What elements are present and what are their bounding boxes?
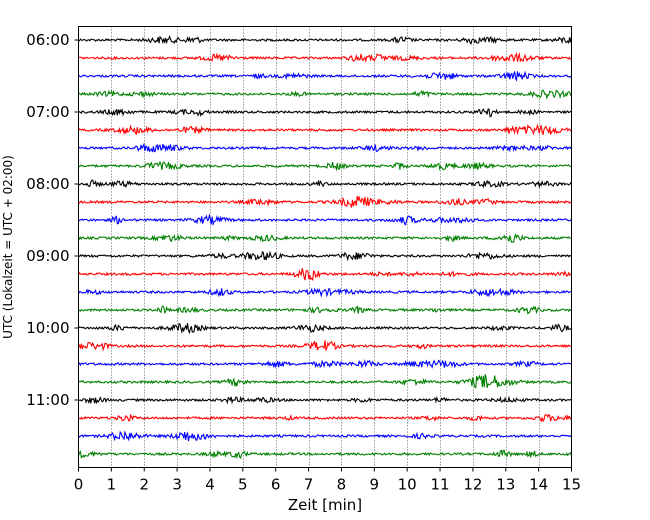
y-axis-label: UTC (Lokalzeit = UTC + 02:00): [1, 155, 15, 339]
trace-line: [78, 142, 572, 153]
trace-line: [78, 250, 572, 262]
grid: [111, 26, 540, 468]
trace-line: [78, 70, 572, 82]
x-tick-label: 11: [430, 476, 449, 494]
x-tick-label: 0: [74, 476, 84, 494]
x-tick-label: 14: [529, 476, 548, 494]
trace-line: [78, 108, 572, 118]
y-tick-label: 10:00: [26, 319, 69, 337]
trace-line: [78, 123, 572, 136]
trace-line: [78, 34, 573, 46]
x-tick-label: 12: [463, 476, 482, 494]
trace-line: [78, 395, 572, 405]
y-axis: 06:00 07:00 08:00 09:00 10:00 11:00: [26, 31, 79, 409]
x-tick-label: 10: [398, 476, 417, 494]
y-tick-label: 08:00: [26, 175, 69, 193]
trace-line: [78, 374, 572, 389]
trace-line: [78, 413, 572, 423]
y-tick-label: 06:00: [26, 31, 69, 49]
y-tick-label: 07:00: [26, 103, 69, 121]
x-tick-label: 15: [562, 476, 581, 494]
trace-line: [78, 430, 572, 442]
x-tick-label: 7: [304, 476, 314, 494]
trace-line: [78, 51, 572, 63]
x-tick-label: 1: [107, 476, 117, 494]
x-tick-label: 13: [496, 476, 515, 494]
trace-line: [78, 213, 572, 227]
trace-line: [77, 340, 572, 352]
x-tick-label: 5: [238, 476, 248, 494]
x-tick-label: 8: [337, 476, 347, 494]
x-axis: 0 1 2 3 4 5 6 7 8 9 10 11 12 13 14 15: [74, 467, 581, 494]
trace-line: [77, 449, 573, 460]
trace-line: [78, 233, 572, 244]
x-tick-label: 9: [370, 476, 380, 494]
x-tick-label: 4: [205, 476, 215, 494]
plot-frame: [78, 26, 572, 468]
trace-line: [78, 359, 572, 369]
trace-line: [78, 322, 572, 335]
traces: [77, 34, 573, 460]
trace-line: [78, 160, 572, 172]
x-tick-label: 2: [139, 476, 149, 494]
x-axis-label: Zeit [min]: [288, 496, 362, 514]
trace-line: [78, 287, 572, 298]
trace-line: [78, 195, 572, 208]
y-tick-label: 09:00: [26, 247, 69, 265]
trace-line: [78, 89, 572, 100]
trace-line: [78, 268, 572, 282]
trace-line: [78, 179, 572, 189]
trace-line: [78, 305, 572, 315]
x-tick-label: 3: [172, 476, 182, 494]
x-tick-label: 6: [271, 476, 281, 494]
y-tick-label: 11:00: [26, 391, 69, 409]
